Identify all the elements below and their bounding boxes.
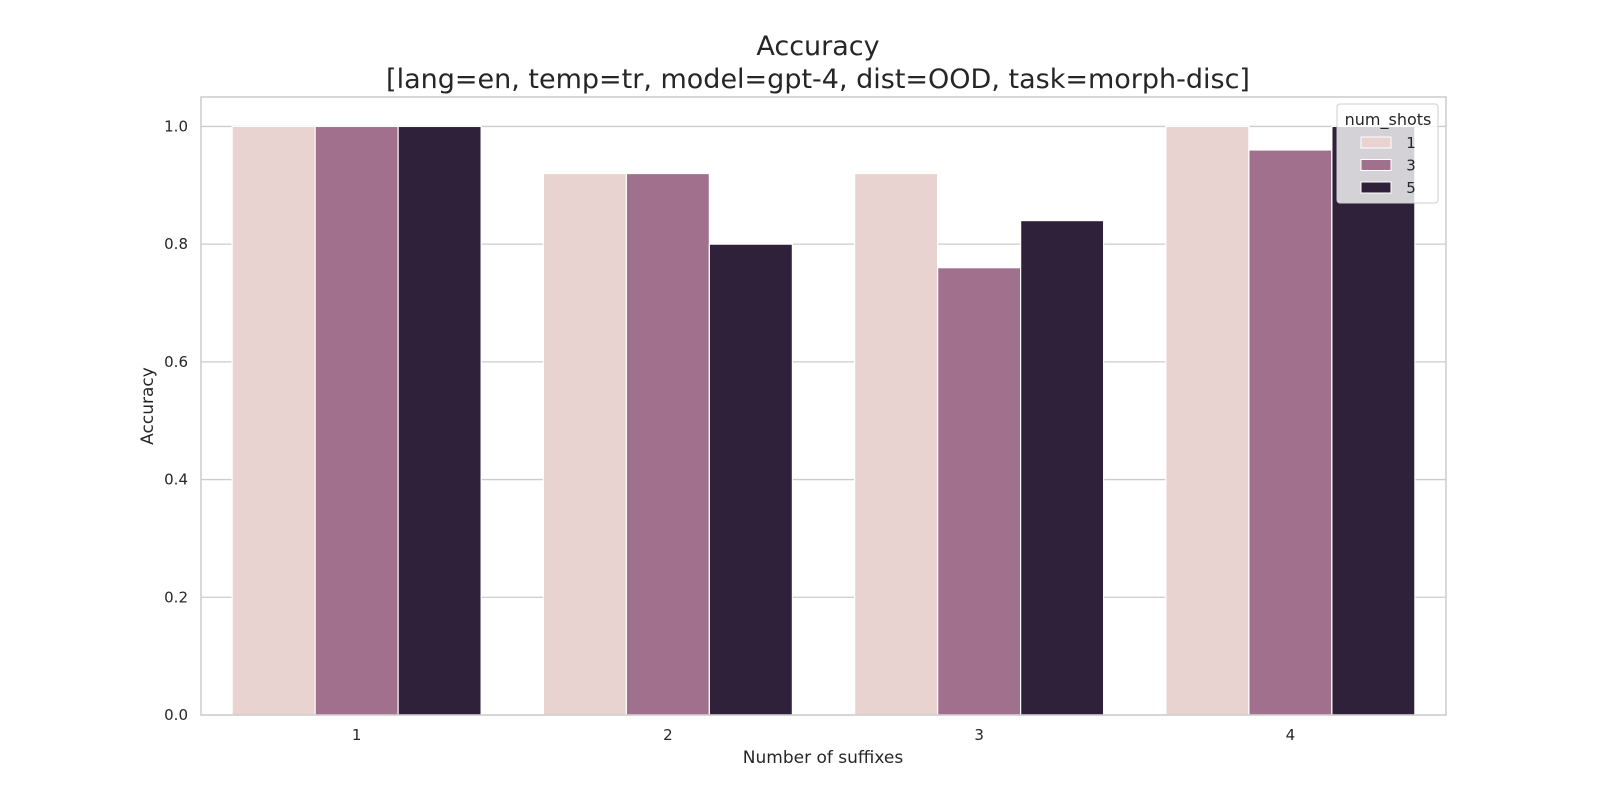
x-tick-label: 4	[1286, 726, 1296, 744]
legend: num_shots 1 3 5	[1336, 103, 1439, 204]
bar-3-shots-1	[854, 172, 939, 716]
y-tick-label: 0.0	[164, 706, 188, 724]
legend-frame	[1336, 103, 1439, 204]
bars	[231, 125, 1416, 716]
legend-label-3: 3	[1406, 157, 1416, 175]
bar-1-shots-3	[314, 125, 399, 716]
x-tick-label: 3	[974, 726, 984, 744]
y-tick-label: 1.0	[164, 117, 188, 135]
plot-frame	[200, 96, 1447, 716]
y-tick-label: 0.6	[164, 353, 188, 371]
chart-title-line-2: [lang=en, temp=tr, model=gpt-4, dist=OOD…	[386, 64, 1250, 95]
legend-swatch-1	[1360, 136, 1392, 149]
bar-3-shots-5	[1020, 220, 1105, 716]
bar-2-shots-1	[542, 172, 627, 716]
x-tick-label: 1	[352, 726, 362, 744]
bar-2-shots-5	[708, 243, 793, 716]
legend-label-5: 5	[1406, 179, 1416, 197]
x-axis-label: Number of suffixes	[743, 748, 904, 768]
x-tick-labels: 1 2 3 4	[352, 726, 1295, 744]
legend-title: num_shots	[1345, 110, 1432, 130]
bar-1-shots-1	[231, 125, 316, 716]
bar-4-shots-3	[1248, 149, 1333, 716]
x-tick-label: 2	[663, 726, 673, 744]
bar-2-shots-3	[625, 172, 710, 716]
legend-swatch-5	[1360, 181, 1392, 194]
y-tick-labels: 0.0 0.2 0.4 0.6 0.8 1.0	[164, 117, 188, 724]
y-axis-label: Accuracy	[138, 367, 158, 445]
bar-4-shots-5	[1331, 125, 1416, 716]
y-tick-label: 0.4	[164, 471, 188, 489]
bar-1-shots-5	[397, 125, 482, 716]
bar-3-shots-3	[937, 267, 1022, 716]
legend-swatch-3	[1360, 159, 1392, 171]
y-tick-label: 0.2	[164, 588, 188, 606]
chart-title-line-1: Accuracy	[756, 31, 879, 62]
legend-label-1: 1	[1406, 134, 1416, 152]
y-tick-label: 0.8	[164, 235, 188, 253]
bar-4-shots-1	[1165, 125, 1250, 716]
